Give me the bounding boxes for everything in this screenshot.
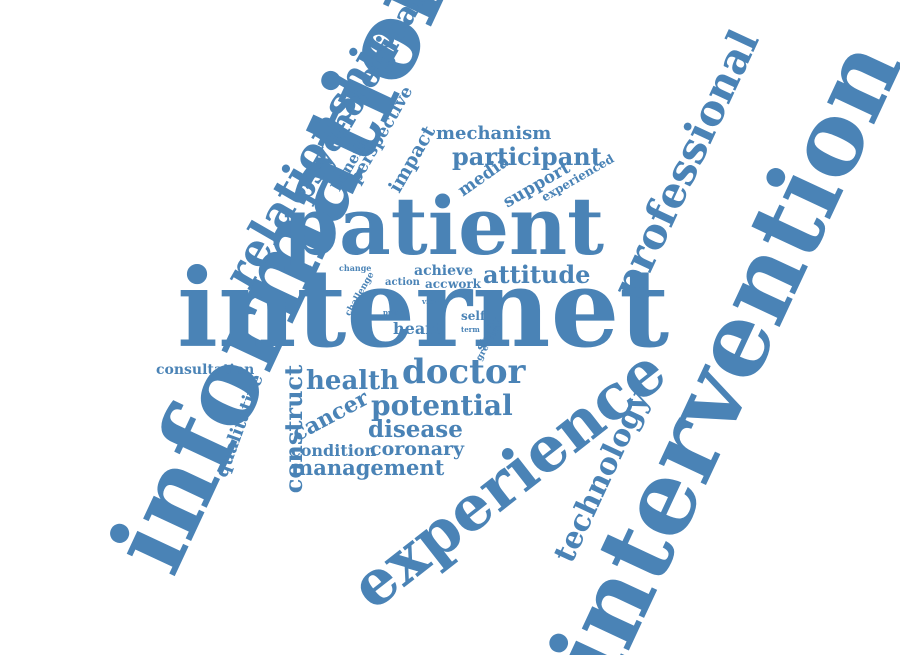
word-heart: heart [393, 319, 441, 338]
word-term: term [461, 325, 480, 334]
word-action: action [385, 277, 420, 288]
word-acc: acc [425, 277, 448, 291]
word-attitude: attitude [483, 260, 591, 289]
word-work: work [448, 277, 481, 291]
word-participant: participant [452, 142, 602, 171]
word-view: view [422, 297, 440, 306]
word-internet: internet [177, 246, 670, 372]
word-achieve: achieve [414, 263, 474, 279]
word-self: self [461, 309, 486, 323]
word-management: management [291, 455, 445, 480]
word-condition: condition [291, 441, 377, 460]
word-prior: prior [383, 308, 403, 317]
word-change: change [339, 263, 372, 273]
word-coronary: coronary [370, 438, 465, 460]
word-potential: potential [371, 389, 513, 422]
word-mechanism: mechanism [436, 123, 552, 144]
word-doctor: doctor [402, 352, 526, 392]
word-consultation: consultation [156, 362, 255, 378]
word-construct: construct [279, 364, 309, 494]
word-disease: disease [368, 416, 463, 443]
word-patient: patient [283, 179, 605, 273]
word-health: health [306, 366, 400, 396]
